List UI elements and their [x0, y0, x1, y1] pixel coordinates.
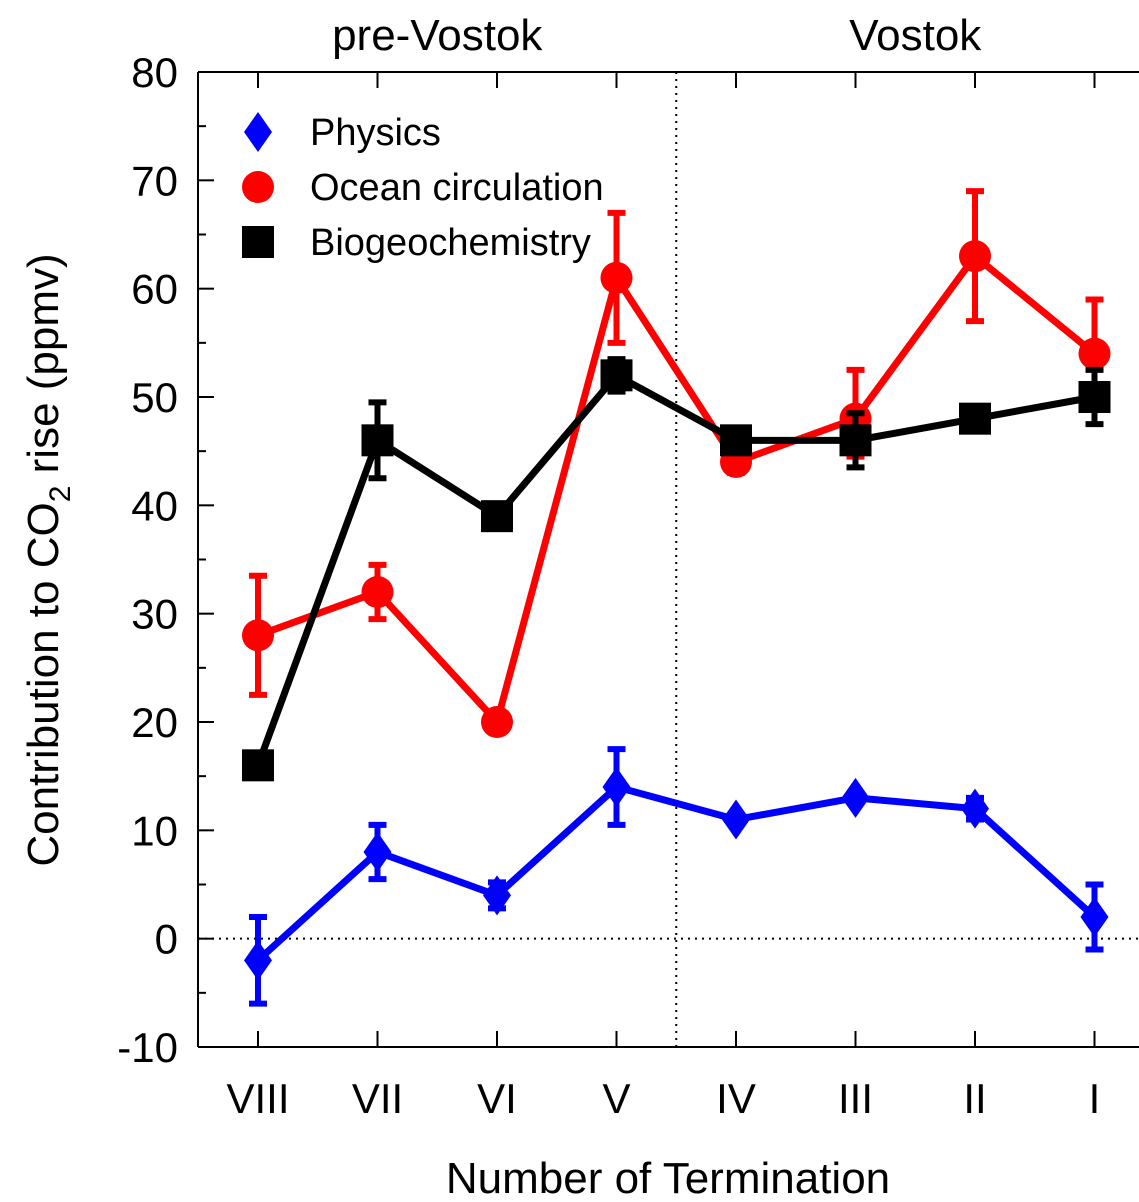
legend-label-physics: Physics	[310, 112, 441, 154]
y-tick-label: 60	[131, 266, 178, 313]
region-label: pre-Vostok	[332, 11, 543, 60]
legend-item-physics: Physics	[244, 112, 441, 154]
series-physics	[244, 746, 1109, 1007]
data-point-biogeochemistry	[481, 500, 513, 533]
data-point-biogeochemistry	[959, 402, 991, 435]
series-layer	[242, 188, 1111, 1007]
data-point-physics	[1080, 897, 1109, 937]
data-point-biogeochemistry	[1078, 381, 1111, 413]
data-point-physics	[363, 832, 392, 872]
y-tick-label: 70	[131, 157, 178, 204]
data-point-physics	[602, 767, 631, 807]
y-tick-label: 0	[155, 916, 178, 963]
data-point-physics	[722, 799, 750, 840]
legend-marker-physics	[244, 112, 272, 152]
data-point-biogeochemistry	[361, 424, 394, 457]
y-tick-label: 80	[131, 49, 178, 96]
x-tick-label: VII	[352, 1075, 403, 1122]
region-label: Vostok	[849, 11, 982, 60]
y-axis-title: Contribution to CO2 rise (ppmv)	[19, 253, 77, 866]
data-point-ocean-circulation	[959, 240, 991, 273]
y-tick-label: -10	[117, 1024, 178, 1071]
grid-layer	[198, 72, 1139, 1047]
data-point-ocean-circulation	[600, 261, 633, 294]
legend: Physics Ocean circulation Biogeochemistry	[242, 112, 604, 264]
legend-item-ocean-circulation: Ocean circulation	[242, 167, 604, 209]
legend-marker-ocean-circulation	[242, 171, 274, 203]
x-tick-label: III	[838, 1075, 873, 1122]
x-tick-label: VIII	[226, 1075, 289, 1122]
data-point-physics	[841, 777, 870, 818]
data-point-biogeochemistry	[242, 749, 274, 782]
data-point-biogeochemistry	[600, 359, 633, 392]
x-tick-label: IV	[716, 1075, 756, 1122]
series-line-ocean-circulation	[256, 251, 1097, 730]
data-point-ocean-circulation	[481, 706, 513, 738]
data-point-ocean-circulation	[361, 576, 394, 608]
series-line-physics	[255, 783, 1097, 963]
data-point-physics	[244, 940, 272, 981]
data-point-ocean-circulation	[242, 619, 274, 652]
legend-item-biogeochemistry: Biogeochemistry	[242, 222, 591, 264]
legend-label-biogeochemistry: Biogeochemistry	[310, 222, 591, 264]
legend-marker-biogeochemistry	[242, 226, 274, 258]
data-point-physics	[483, 875, 511, 916]
y-tick-label: 50	[131, 374, 178, 421]
y-axis-title-prefix: Contribution to CO	[19, 502, 68, 866]
y-axis-title-suffix: rise (ppmv)	[19, 253, 68, 485]
y-tick-label: 10	[131, 807, 178, 854]
data-point-biogeochemistry	[839, 424, 872, 457]
series-line-biogeochemistry	[254, 370, 1096, 767]
x-tick-label: V	[602, 1075, 630, 1122]
data-point-biogeochemistry	[720, 424, 752, 457]
y-tick-label: 40	[131, 482, 178, 529]
data-point-ocean-circulation	[1078, 337, 1111, 370]
x-tick-label: II	[963, 1075, 986, 1122]
x-tick-label: I	[1089, 1075, 1101, 1122]
x-tick-label: VI	[477, 1075, 517, 1122]
y-axis-title-subscript: 2	[44, 486, 77, 503]
y-tick-label: 30	[131, 591, 178, 638]
x-axis-title: Number of Termination	[446, 1154, 890, 1202]
legend-label-ocean-circulation: Ocean circulation	[310, 167, 604, 209]
data-point-physics	[961, 788, 989, 829]
y-tick-label: 20	[131, 699, 178, 746]
series-biogeochemistry	[242, 356, 1111, 782]
